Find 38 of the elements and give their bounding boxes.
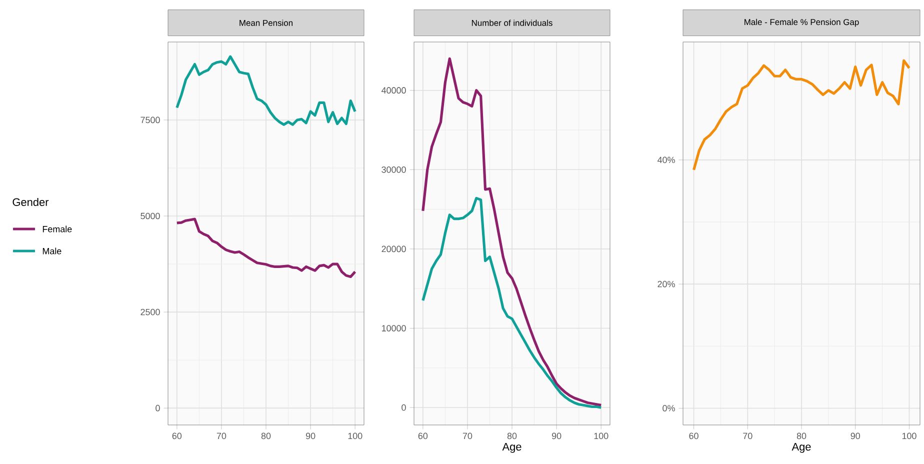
legend-title: Gender bbox=[12, 198, 49, 206]
line-series bbox=[176, 218, 356, 278]
x-tick-label: 80 bbox=[507, 432, 517, 440]
x-tick-label: 60 bbox=[418, 432, 428, 440]
y-tick-label: 40% bbox=[657, 156, 675, 164]
x-tick-label: 60 bbox=[172, 432, 182, 440]
x-axis-title: Age bbox=[502, 442, 522, 453]
y-tick-label: 7500 bbox=[140, 116, 160, 124]
y-tick-label: 20% bbox=[658, 280, 675, 288]
y-tick-label: 10000 bbox=[382, 325, 406, 332]
y-tick-label: 40000 bbox=[382, 87, 406, 94]
x-tick-label: 80 bbox=[796, 432, 806, 440]
x-tick-label: 80 bbox=[261, 432, 271, 440]
y-tick-label: 5000 bbox=[140, 212, 160, 220]
y-tick-label: 20000 bbox=[382, 246, 406, 252]
y-tick-label: 2500 bbox=[140, 308, 160, 316]
x-tick-label: 60 bbox=[689, 432, 698, 440]
x-tick-label: 90 bbox=[552, 432, 562, 440]
x-tick-label: 100 bbox=[348, 432, 362, 440]
x-axis-title: Age bbox=[792, 442, 811, 453]
chart-title: Number of individuals bbox=[472, 20, 552, 26]
line-series bbox=[692, 59, 911, 172]
x-tick-label: 100 bbox=[902, 432, 916, 440]
x-tick-label: 100 bbox=[594, 432, 608, 440]
legend-label: Male bbox=[42, 248, 62, 254]
y-tick-label: 0% bbox=[662, 405, 675, 412]
y-tick-label: 30000 bbox=[382, 166, 406, 173]
x-tick-label: 90 bbox=[850, 432, 860, 440]
x-tick-label: 70 bbox=[743, 432, 752, 440]
x-tick-label: 90 bbox=[306, 432, 316, 440]
y-tick-label: 0 bbox=[156, 404, 160, 412]
chart-title: Mean Pension bbox=[240, 20, 293, 26]
line-series bbox=[176, 55, 356, 126]
y-tick-label: 0 bbox=[402, 404, 406, 411]
x-tick-label: 70 bbox=[462, 432, 472, 440]
chart-title: Male - Female % Pension Gap bbox=[744, 18, 859, 27]
x-tick-label: 70 bbox=[216, 432, 226, 440]
legend-label: Female bbox=[42, 226, 72, 232]
